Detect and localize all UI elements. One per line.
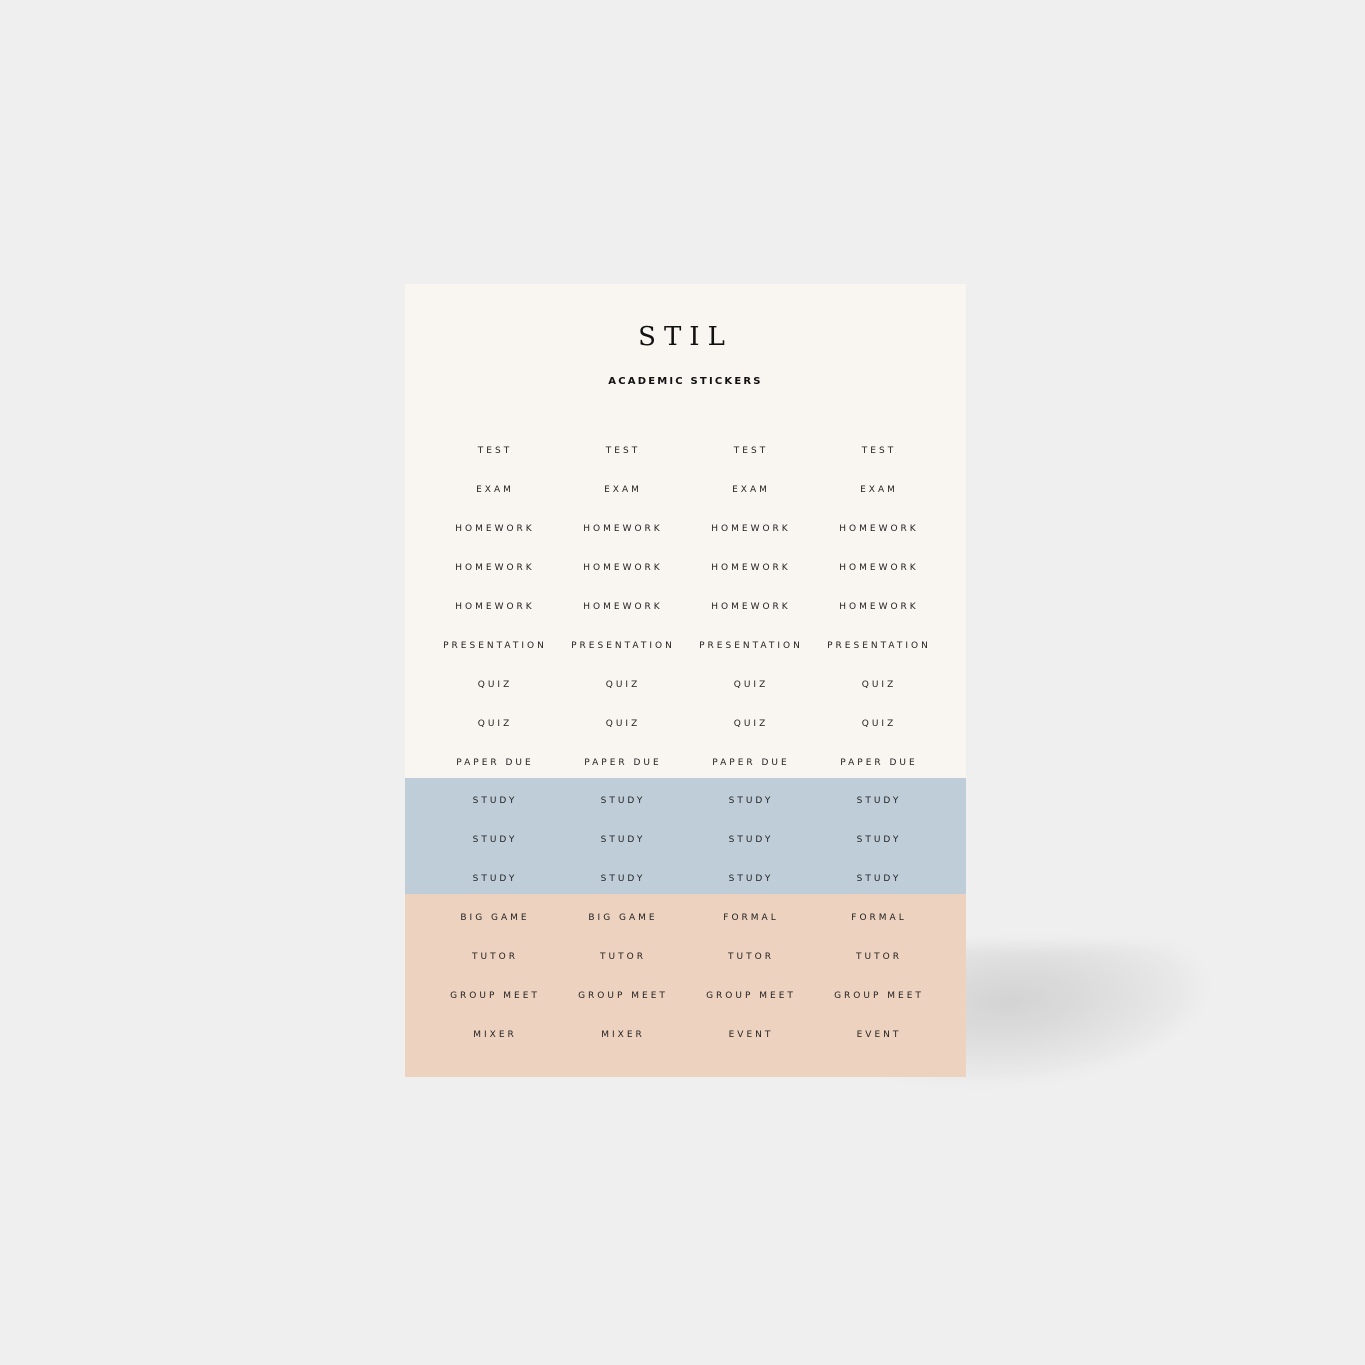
peach-band — [405, 894, 966, 1077]
sticker: STUDY — [472, 796, 518, 807]
sticker: STUDY — [856, 796, 902, 807]
sticker-row: MIXER MIXER EVENT EVENT — [431, 1015, 943, 1054]
brand-logo: STIL — [638, 322, 733, 352]
sticker: HOMEWORK — [455, 563, 535, 574]
sticker: FORMAL — [723, 913, 779, 924]
sticker: HOMEWORK — [711, 524, 791, 535]
sticker: GROUP MEET — [578, 990, 668, 1001]
sticker: HOMEWORK — [455, 602, 535, 612]
sticker-row: HOMEWORK HOMEWORK HOMEWORK HOMEWORK — [431, 549, 943, 588]
sticker: EXAM — [860, 485, 898, 496]
sticker: QUIZ — [861, 679, 897, 690]
sticker-sheet: STIL ACADEMIC STICKERS TEST TEST TEST TE… — [405, 284, 966, 1077]
sticker: HOMEWORK — [583, 563, 663, 574]
sticker: PRESENTATION — [699, 640, 803, 651]
sticker-row: PAPER DUE PAPER DUE PAPER DUE PAPER DUE — [431, 743, 943, 782]
sticker-row: EXAM EXAM EXAM EXAM — [431, 471, 943, 510]
sticker: STUDY — [728, 796, 774, 807]
sticker: EVENT — [728, 1029, 774, 1040]
sticker: EXAM — [476, 485, 514, 496]
sticker: GROUP MEET — [834, 990, 924, 1001]
sticker: FORMAL — [851, 913, 907, 924]
sticker: MIXER — [473, 1029, 517, 1040]
sticker: QUIZ — [733, 679, 769, 690]
sticker: TEST — [477, 446, 513, 457]
sticker: HOMEWORK — [583, 602, 663, 612]
sticker-row: STUDY STUDY STUDY STUDY — [431, 860, 943, 899]
sticker: PRESENTATION — [571, 640, 675, 651]
sticker: STUDY — [600, 796, 646, 807]
sticker: TUTOR — [472, 952, 518, 963]
sticker: BIG GAME — [588, 913, 658, 924]
sticker: PAPER DUE — [456, 757, 534, 768]
sticker: HOMEWORK — [711, 563, 791, 574]
sticker: EXAM — [604, 485, 642, 496]
sticker: PAPER DUE — [840, 757, 918, 768]
sticker-row: STUDY STUDY STUDY STUDY — [431, 821, 943, 860]
sticker: STUDY — [600, 874, 646, 885]
sticker: QUIZ — [733, 718, 769, 729]
sticker: TEST — [605, 446, 641, 457]
sticker: PAPER DUE — [584, 757, 662, 768]
sticker: STUDY — [856, 874, 902, 885]
sticker: EVENT — [856, 1029, 902, 1040]
sticker: PAPER DUE — [712, 757, 790, 768]
sticker: TEST — [733, 446, 769, 457]
sticker: BIG GAME — [460, 913, 530, 924]
sticker-row: QUIZ QUIZ QUIZ QUIZ — [431, 665, 943, 704]
sticker: GROUP MEET — [706, 990, 796, 1001]
sticker: STUDY — [728, 874, 774, 885]
sticker: HOMEWORK — [839, 524, 919, 535]
sticker: TUTOR — [728, 952, 774, 963]
sticker-row: HOMEWORK HOMEWORK HOMEWORK HOMEWORK — [431, 510, 943, 549]
sticker: TUTOR — [856, 952, 902, 963]
sticker: STUDY — [856, 835, 902, 846]
sticker-row: PRESENTATION PRESENTATION PRESENTATION P… — [431, 626, 943, 665]
blue-band — [405, 778, 966, 894]
sticker: STUDY — [728, 835, 774, 846]
sticker: HOMEWORK — [839, 602, 919, 612]
sticker-row: BIG GAME BIG GAME FORMAL FORMAL — [431, 899, 943, 938]
sticker: HOMEWORK — [455, 524, 535, 535]
sticker: PRESENTATION — [443, 640, 547, 651]
sticker-row: GROUP MEET GROUP MEET GROUP MEET GROUP M… — [431, 976, 943, 1015]
sticker: QUIZ — [861, 718, 897, 729]
sticker-row: STUDY STUDY STUDY STUDY — [431, 782, 943, 821]
sticker: HOMEWORK — [839, 563, 919, 574]
sticker: MIXER — [601, 1029, 645, 1040]
sticker: TUTOR — [600, 952, 646, 963]
sticker-row: TEST TEST TEST TEST — [431, 432, 943, 471]
sticker-row: TUTOR TUTOR TUTOR TUTOR — [431, 938, 943, 977]
sheet-title: ACADEMIC STICKERS — [608, 376, 763, 387]
sticker-row: HOMEWORK HOMEWORK HOMEWORK HOMEWORK — [431, 588, 943, 627]
sticker: QUIZ — [605, 718, 641, 729]
sticker: TEST — [861, 446, 897, 457]
sticker: STUDY — [600, 835, 646, 846]
sticker-grid: TEST TEST TEST TEST EXAM EXAM EXAM EXAM … — [431, 432, 943, 1054]
sticker: HOMEWORK — [583, 524, 663, 535]
sticker: EXAM — [732, 485, 770, 496]
sticker: PRESENTATION — [827, 640, 931, 651]
sticker-row: QUIZ QUIZ QUIZ QUIZ — [431, 704, 943, 743]
sticker: QUIZ — [477, 679, 513, 690]
sticker: QUIZ — [605, 679, 641, 690]
sticker: STUDY — [472, 835, 518, 846]
sticker: QUIZ — [477, 718, 513, 729]
sticker: STUDY — [472, 874, 518, 885]
sticker: HOMEWORK — [711, 602, 791, 612]
sticker: GROUP MEET — [450, 990, 540, 1001]
